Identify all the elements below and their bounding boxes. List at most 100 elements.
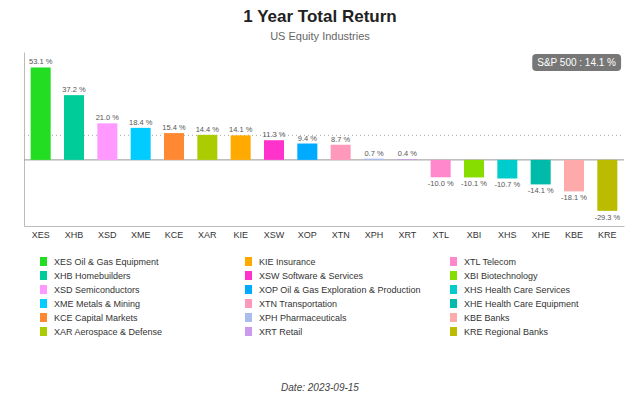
data-label: 21.0 % — [96, 113, 120, 122]
data-label: -14.1 % — [528, 186, 554, 195]
y-axis — [24, 53, 25, 227]
bar — [364, 159, 384, 160]
legend-item: XHS Health Care Services — [450, 285, 571, 295]
bar — [564, 160, 584, 191]
legend-item: XSD Semiconductors — [40, 285, 140, 295]
legend-label: XSW Software & Services — [259, 271, 364, 281]
legend-label: XES Oil & Gas Equipment — [54, 257, 159, 267]
x-tick: XOP — [298, 230, 317, 240]
data-label: 14.4 % — [196, 125, 220, 134]
legend-item: XOP Oil & Gas Exploration & Production — [245, 285, 420, 295]
legend-item: XBI Biotechnology — [450, 271, 538, 281]
data-label: 14.1 % — [229, 125, 253, 134]
legend: XES Oil & Gas Equipment XHB Homebuilders X… — [40, 257, 579, 337]
x-tick: XPH — [365, 230, 384, 240]
caption: Date: 2023-09-15 — [281, 382, 359, 393]
x-tick-label: XBI — [467, 230, 482, 240]
x-tick: XSD — [98, 230, 117, 240]
x-tick-label: XSW — [264, 230, 285, 240]
bar — [464, 160, 484, 178]
bar — [531, 160, 551, 185]
data-label: 11.3 % — [263, 130, 286, 139]
x-axis-line — [25, 226, 625, 227]
x-tick-label: KCE — [165, 230, 184, 240]
x-tick-label: XES — [32, 230, 50, 240]
bar — [197, 135, 217, 160]
legend-label: KIE Insurance — [259, 257, 316, 267]
data-label: -29.3 % — [594, 213, 620, 222]
legend-label: XPH Pharmaceuticals — [259, 313, 347, 323]
bar — [431, 160, 451, 177]
x-axis: XESXHBXSDXMEKCEXARKIEXSWXOPXTNXPHXRTXTLX… — [25, 227, 625, 241]
legend-swatch — [450, 271, 457, 280]
y-axis-line — [24, 53, 25, 227]
x-tick-label: XRT — [398, 230, 416, 240]
x-tick-label: XPH — [365, 230, 384, 240]
legend-swatch — [245, 257, 252, 266]
data-label: 18.4 % — [129, 118, 153, 127]
x-tick: KCE — [165, 230, 184, 240]
title: 1 Year Total Return — [243, 7, 396, 26]
x-tick: XBI — [467, 230, 482, 240]
legend-item: XME Metals & Mining — [40, 299, 140, 309]
x-tick: KRE — [598, 230, 617, 240]
x-tick-label: XSD — [98, 230, 117, 240]
legend-item: XSW Software & Services — [245, 271, 364, 281]
legend-swatch — [450, 285, 457, 294]
legend-item: KCE Capital Markets — [40, 313, 138, 323]
x-tick: KBE — [565, 230, 583, 240]
legend-item: KBE Banks — [450, 313, 510, 323]
data-label: -10.0 % — [428, 179, 454, 188]
x-tick: XME — [131, 230, 151, 240]
x-tick: XSW — [264, 230, 285, 240]
x-tick: XTL — [432, 230, 449, 240]
x-tick: XHS — [498, 230, 517, 240]
data-label: 0.4 % — [398, 149, 418, 158]
bar — [331, 145, 351, 160]
legend-label: XTL Telecom — [464, 257, 516, 267]
x-tick-label: XTL — [432, 230, 449, 240]
data-label: -10.1 % — [461, 179, 487, 188]
legend-swatch — [450, 327, 457, 336]
x-tick: XHE — [531, 230, 550, 240]
legend-label: KRE Regional Banks — [464, 327, 549, 337]
legend-swatch — [450, 313, 457, 322]
legend-item: XTL Telecom — [450, 257, 516, 267]
legend-swatch — [245, 327, 252, 336]
data-label: 9.4 % — [298, 134, 318, 143]
data-label: -18.1 % — [561, 193, 587, 202]
legend-item: XHB Homebuilders — [40, 271, 131, 281]
bar — [164, 133, 184, 160]
legend-item: XRT Retail — [245, 327, 302, 337]
x-tick: XTN — [332, 230, 350, 240]
x-tick-label: XHE — [531, 230, 550, 240]
bar — [497, 160, 517, 179]
legend-swatch — [40, 299, 47, 308]
legend-label: XOP Oil & Gas Exploration & Production — [259, 285, 420, 295]
x-tick-label: KIE — [233, 230, 248, 240]
legend-label: XHE Health Care Equipment — [464, 299, 579, 309]
legend-item: KRE Regional Banks — [450, 327, 549, 337]
legend-item: XES Oil & Gas Equipment — [40, 257, 159, 267]
legend-label: XBI Biotechnology — [464, 271, 538, 281]
legend-swatch — [450, 299, 457, 308]
legend-swatch — [245, 271, 252, 280]
legend-label: KCE Capital Markets — [54, 313, 138, 323]
bar — [297, 144, 317, 160]
subtitle: US Equity Industries — [270, 30, 370, 42]
legend-item: XAR Aerospace & Defense — [40, 327, 162, 337]
legend-label: XAR Aerospace & Defense — [54, 327, 162, 337]
data-labels: 53.1 %37.2 %21.0 %18.4 %15.4 %14.4 %14.1… — [29, 57, 621, 221]
data-label: 8.7 % — [331, 135, 351, 144]
x-tick: XES — [32, 230, 50, 240]
legend-item: XHE Health Care Equipment — [450, 299, 579, 309]
data-label: -10.7 % — [494, 180, 520, 189]
x-tick-label: XAR — [198, 230, 217, 240]
data-label: 53.1 % — [29, 57, 53, 66]
legend-label: XME Metals & Mining — [54, 299, 140, 309]
legend-item: KIE Insurance — [245, 257, 316, 267]
chart: 1 Year Total Return US Equity Industries 5… — [0, 0, 640, 399]
plot-area — [24, 67, 624, 210]
legend-label: KBE Banks — [464, 313, 510, 323]
x-tick-label: XME — [131, 230, 151, 240]
